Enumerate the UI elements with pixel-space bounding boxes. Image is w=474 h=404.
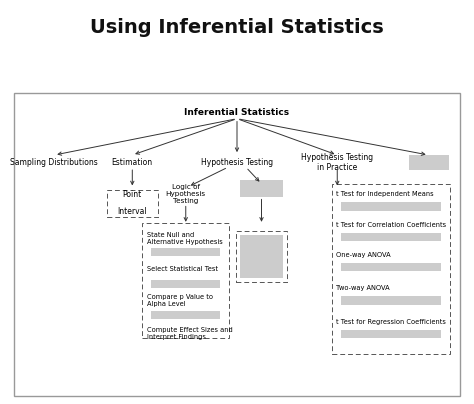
Text: t Test for Regression Coefficients: t Test for Regression Coefficients xyxy=(336,319,446,325)
FancyBboxPatch shape xyxy=(341,263,441,271)
FancyBboxPatch shape xyxy=(142,223,229,339)
FancyBboxPatch shape xyxy=(341,296,441,305)
FancyBboxPatch shape xyxy=(341,330,441,338)
FancyBboxPatch shape xyxy=(151,248,220,256)
FancyBboxPatch shape xyxy=(151,311,220,319)
FancyBboxPatch shape xyxy=(332,184,450,354)
Text: Point: Point xyxy=(123,190,142,199)
Text: Two-way ANOVA: Two-way ANOVA xyxy=(336,285,390,291)
Text: Compare p Value to
Alpha Level: Compare p Value to Alpha Level xyxy=(147,294,213,307)
FancyBboxPatch shape xyxy=(341,202,441,211)
Text: Logic of
Hypothesis
Testing: Logic of Hypothesis Testing xyxy=(166,184,206,204)
FancyBboxPatch shape xyxy=(236,231,287,282)
Text: t Test for Independent Means: t Test for Independent Means xyxy=(336,191,434,198)
Text: Sampling Distributions: Sampling Distributions xyxy=(10,158,98,167)
FancyBboxPatch shape xyxy=(14,93,460,396)
FancyBboxPatch shape xyxy=(151,280,220,288)
Text: Estimation: Estimation xyxy=(112,158,153,167)
FancyBboxPatch shape xyxy=(240,235,283,278)
FancyBboxPatch shape xyxy=(341,233,441,241)
Text: Using Inferential Statistics: Using Inferential Statistics xyxy=(90,18,384,37)
Text: One-way ANOVA: One-way ANOVA xyxy=(336,252,391,258)
Text: Select Statistical Test: Select Statistical Test xyxy=(147,266,218,271)
FancyBboxPatch shape xyxy=(107,190,158,217)
Text: t Test for Correlation Coefficients: t Test for Correlation Coefficients xyxy=(336,222,446,228)
Text: Hypothesis Testing
in Practice: Hypothesis Testing in Practice xyxy=(301,153,374,173)
FancyBboxPatch shape xyxy=(240,180,283,197)
FancyBboxPatch shape xyxy=(409,155,448,170)
Text: Inferential Statistics: Inferential Statistics xyxy=(184,108,290,117)
Text: Hypothesis Testing: Hypothesis Testing xyxy=(201,158,273,167)
Text: Compute Effect Sizes and
Interpret Findings: Compute Effect Sizes and Interpret Findi… xyxy=(147,327,233,340)
Text: State Null and
Alternative Hypothesis: State Null and Alternative Hypothesis xyxy=(147,232,222,245)
Text: Interval: Interval xyxy=(118,206,147,216)
